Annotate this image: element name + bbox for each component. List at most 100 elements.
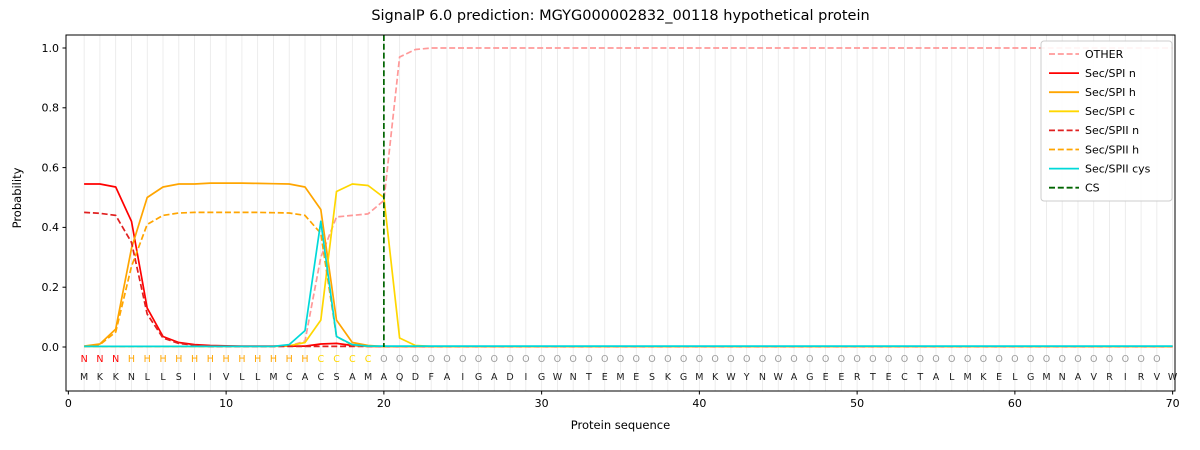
residue-letter: E <box>633 372 639 383</box>
legend-label-sec-spii-h: Sec/SPII h <box>1085 143 1139 156</box>
x-tick-label: 60 <box>1008 397 1022 410</box>
region-label: O <box>412 354 419 365</box>
residue-letter: L <box>145 372 151 383</box>
region-label: O <box>601 354 608 365</box>
region-label: O <box>585 354 592 365</box>
residue-letter: W <box>1168 372 1178 383</box>
residue-letter: I <box>524 372 527 383</box>
residue-letter: K <box>980 372 987 383</box>
residue-letter: C <box>317 372 324 383</box>
region-label: O <box>569 354 576 365</box>
region-label: O <box>711 354 718 365</box>
residue-letter: I <box>1124 372 1127 383</box>
region-label: N <box>112 354 119 365</box>
region-label: O <box>696 354 703 365</box>
residue-letter: M <box>1042 372 1050 383</box>
region-label: O <box>838 354 845 365</box>
x-tick-label: 10 <box>219 397 233 410</box>
residue-letter: S <box>649 372 655 383</box>
residue-letter: W <box>726 372 736 383</box>
region-label: O <box>948 354 955 365</box>
region-label: O <box>522 354 529 365</box>
region-label: H <box>191 354 198 365</box>
region-label: O <box>885 354 892 365</box>
legend-label-other: OTHER <box>1085 48 1124 61</box>
region-label: C <box>365 354 372 365</box>
residue-letter: T <box>916 372 923 383</box>
residue-letter: W <box>553 372 563 383</box>
residue-letter: D <box>506 372 513 383</box>
residue-letter: L <box>239 372 245 383</box>
region-label: H <box>223 354 230 365</box>
region-label: O <box>727 354 734 365</box>
residue-letter: A <box>444 372 451 383</box>
region-label: O <box>964 354 971 365</box>
residue-letter: K <box>665 372 672 383</box>
region-label: O <box>459 354 466 365</box>
region-label: O <box>680 354 687 365</box>
legend-label-cs: CS <box>1085 182 1100 195</box>
x-tick-label: 0 <box>65 397 72 410</box>
series-line-sec-spii-h <box>84 211 1173 348</box>
y-tick-label: 0.4 <box>42 221 60 234</box>
series-line-sec-spii-n <box>84 211 1173 348</box>
region-label: O <box>790 354 797 365</box>
residue-letter: M <box>269 372 277 383</box>
region-label: O <box>475 354 482 365</box>
plot-frame <box>65 34 1176 392</box>
residue-letter: V <box>1091 372 1098 383</box>
residue-letter: G <box>806 372 813 383</box>
series-line-sec-spii-cys <box>84 220 1173 348</box>
residue-letter: C <box>286 372 293 383</box>
region-label: O <box>775 354 782 365</box>
legend-box <box>1040 40 1173 202</box>
residue-letter: L <box>1012 372 1018 383</box>
residue-letter: F <box>428 372 433 383</box>
residue-letter: Q <box>396 372 403 383</box>
y-tick-label: 0.0 <box>42 341 60 354</box>
residue-letter: L <box>255 372 261 383</box>
region-label: H <box>238 354 245 365</box>
region-label: O <box>664 354 671 365</box>
residue-letter: M <box>616 372 624 383</box>
region-label: O <box>1058 354 1065 365</box>
residue-letter: T <box>585 372 592 383</box>
region-label: O <box>822 354 829 365</box>
region-label: H <box>159 354 166 365</box>
residue-letter: N <box>759 372 766 383</box>
region-label: C <box>333 354 340 365</box>
residue-letter: R <box>854 372 861 383</box>
series-line-other <box>84 47 1173 348</box>
residue-letter: A <box>1075 372 1082 383</box>
residue-letter: Y <box>743 372 750 383</box>
residue-letter: A <box>491 372 498 383</box>
series-line-sec-spi-n <box>84 183 1173 348</box>
region-label: O <box>1106 354 1113 365</box>
x-tick-label: 50 <box>850 397 864 410</box>
residue-letter: D <box>412 372 419 383</box>
x-axis-label: Protein sequence <box>570 418 671 432</box>
residue-letter: S <box>334 372 340 383</box>
residue-letter: E <box>996 372 1002 383</box>
region-label: O <box>1137 354 1144 365</box>
region-label: O <box>506 354 513 365</box>
residue-letter: M <box>963 372 971 383</box>
region-label: O <box>806 354 813 365</box>
region-label: O <box>743 354 750 365</box>
residue-letter: V <box>1154 372 1161 383</box>
region-label: O <box>995 354 1002 365</box>
region-label: O <box>901 354 908 365</box>
residue-letter: N <box>128 372 135 383</box>
x-tick-label: 70 <box>1166 397 1180 410</box>
region-label: N <box>81 354 88 365</box>
region-label: H <box>286 354 293 365</box>
legend-label-sec-spi-n: Sec/SPI n <box>1085 67 1136 80</box>
region-label: O <box>633 354 640 365</box>
residue-letter: K <box>712 372 719 383</box>
region-label: H <box>207 354 214 365</box>
region-label: O <box>648 354 655 365</box>
region-label: C <box>317 354 324 365</box>
region-label: O <box>1090 354 1097 365</box>
